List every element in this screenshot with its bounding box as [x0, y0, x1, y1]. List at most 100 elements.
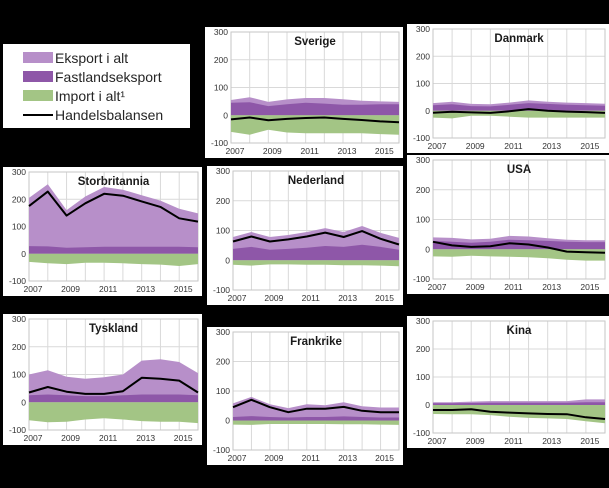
svg-text:2009: 2009: [466, 141, 485, 151]
legend-item-handelsbalansen: Handelsbalansen: [23, 107, 190, 123]
svg-text:2011: 2011: [504, 436, 523, 446]
svg-text:2015: 2015: [580, 282, 599, 292]
svg-text:300: 300: [416, 155, 430, 165]
svg-text:2015: 2015: [580, 141, 599, 151]
svg-text:Nederland: Nederland: [288, 175, 344, 187]
svg-text:USA: USA: [507, 164, 531, 176]
svg-text:100: 100: [416, 372, 430, 382]
svg-text:2009: 2009: [466, 436, 485, 446]
svg-text:-100: -100: [9, 276, 26, 286]
svg-text:100: 100: [416, 215, 430, 225]
svg-text:2007: 2007: [24, 433, 43, 443]
svg-text:2007: 2007: [228, 453, 247, 463]
svg-text:2015: 2015: [375, 453, 394, 463]
svg-text:2007: 2007: [228, 293, 247, 303]
svg-text:200: 200: [416, 344, 430, 354]
svg-text:2011: 2011: [301, 146, 320, 156]
svg-text:-100: -100: [213, 445, 230, 455]
svg-text:300: 300: [12, 314, 26, 324]
svg-text:200: 200: [216, 357, 230, 367]
import-swatch-icon: [23, 90, 53, 101]
chart-panel-sverige: -100 0 100 200 300 2007 2009 2011 2013 2015 Sverig…: [205, 27, 403, 158]
svg-text:0: 0: [223, 110, 228, 120]
chart-panel-usa: -100 0 100 200 300 2007 2009 2011 2013 2015 USA: [407, 155, 609, 294]
svg-text:2007: 2007: [428, 282, 447, 292]
svg-text:2009: 2009: [264, 293, 283, 303]
svg-text:-100: -100: [9, 425, 26, 435]
legend-label-eksport: Eksport i alt: [55, 49, 129, 66]
svg-text:2013: 2013: [338, 146, 357, 156]
svg-text:2011: 2011: [99, 433, 118, 443]
svg-text:300: 300: [416, 24, 430, 34]
svg-text:0: 0: [21, 249, 26, 259]
legend-label-fastlandseksport: Fastlandseksport: [55, 68, 162, 85]
svg-text:2013: 2013: [338, 293, 357, 303]
chart-panel-tyskland: -100 0 100 200 300 2007 2009 2011 2013 2015 Tyskla…: [3, 314, 202, 445]
svg-text:-100: -100: [213, 285, 230, 295]
svg-text:200: 200: [216, 196, 230, 206]
svg-text:2009: 2009: [61, 284, 80, 294]
legend-item-eksport: Eksport i alt: [23, 50, 190, 66]
svg-text:2011: 2011: [99, 284, 118, 294]
svg-text:2011: 2011: [504, 282, 523, 292]
svg-text:Frankrike: Frankrike: [290, 336, 342, 348]
chart-panel-danmark: -100 0 100 200 300 2007 2009 2011 2013 2015 Danmar…: [407, 24, 609, 153]
chart-panel-kina: -100 0 100 200 300 2007 2009 2011 2013 2015 Kina: [407, 316, 609, 448]
legend-item-fastlandseksport: Fastlandseksport: [23, 69, 190, 85]
svg-text:2015: 2015: [580, 436, 599, 446]
svg-text:2009: 2009: [263, 146, 282, 156]
svg-text:-100: -100: [413, 428, 430, 438]
svg-text:100: 100: [12, 370, 26, 380]
svg-text:200: 200: [12, 342, 26, 352]
svg-text:Storbritannia: Storbritannia: [78, 176, 150, 188]
svg-text:2011: 2011: [302, 293, 321, 303]
legend-label-handelsbalansen: Handelsbalansen: [55, 106, 164, 123]
svg-text:0: 0: [425, 244, 430, 254]
svg-text:2015: 2015: [174, 433, 193, 443]
svg-text:2009: 2009: [466, 282, 485, 292]
svg-text:-100: -100: [211, 138, 228, 148]
svg-text:2015: 2015: [375, 293, 394, 303]
svg-text:2013: 2013: [338, 453, 357, 463]
svg-text:2011: 2011: [504, 141, 523, 151]
chart-panel-nederland: -100 0 100 200 300 2007 2009 2011 2013 2015 Nederl…: [207, 166, 403, 305]
svg-text:0: 0: [425, 106, 430, 116]
svg-text:2007: 2007: [428, 436, 447, 446]
svg-text:-100: -100: [413, 133, 430, 143]
svg-text:300: 300: [12, 167, 26, 177]
svg-text:0: 0: [21, 397, 26, 407]
svg-text:2011: 2011: [302, 453, 321, 463]
svg-text:Danmark: Danmark: [494, 33, 544, 45]
svg-text:Kina: Kina: [507, 325, 533, 337]
svg-text:2013: 2013: [542, 141, 561, 151]
chart-nederland: -100 0 100 200 300 2007 2009 2011 2013 2015 Nederl…: [213, 166, 400, 303]
svg-text:2007: 2007: [226, 146, 245, 156]
chart-sverige: -100 0 100 200 300 2007 2009 2011 2013 2015 Sverig…: [211, 27, 400, 156]
svg-text:100: 100: [216, 226, 230, 236]
chart-storbritannia: -100 0 100 200 300 2007 2009 2011 2013 2015 Storbr…: [9, 167, 199, 294]
chart-kina: -100 0 100 200 300 2007 2009 2011 2013 2015 Kina: [413, 316, 606, 446]
svg-text:2015: 2015: [375, 146, 394, 156]
svg-text:2007: 2007: [428, 141, 447, 151]
legend-item-import: Import i alt¹: [23, 88, 190, 104]
svg-text:2015: 2015: [174, 284, 193, 294]
svg-text:300: 300: [216, 166, 230, 176]
chart-tyskland: -100 0 100 200 300 2007 2009 2011 2013 2015 Tyskla…: [9, 314, 199, 443]
chart-panel-storbritannia: -100 0 100 200 300 2007 2009 2011 2013 2015 Storbr…: [3, 167, 202, 296]
chart-panel-frankrike: -100 0 100 200 300 2007 2009 2011 2013 2015 Frankr…: [207, 327, 403, 465]
chart-danmark: -100 0 100 200 300 2007 2009 2011 2013 2015 Danmar…: [413, 24, 606, 151]
chart-frankrike: -100 0 100 200 300 2007 2009 2011 2013 2015 Frankr…: [213, 327, 400, 463]
svg-text:2009: 2009: [61, 433, 80, 443]
legend-label-import: Import i alt¹: [55, 87, 126, 104]
svg-text:Tyskland: Tyskland: [89, 323, 138, 335]
svg-text:0: 0: [225, 255, 230, 265]
svg-text:100: 100: [12, 222, 26, 232]
svg-text:200: 200: [214, 55, 228, 65]
handelsbalansen-line-swatch-icon: [23, 113, 53, 116]
svg-text:300: 300: [416, 316, 430, 326]
svg-text:100: 100: [214, 83, 228, 93]
svg-text:0: 0: [425, 400, 430, 410]
legend: Eksport i alt Fastlandseksport Import i …: [3, 44, 190, 128]
svg-text:300: 300: [214, 27, 228, 37]
